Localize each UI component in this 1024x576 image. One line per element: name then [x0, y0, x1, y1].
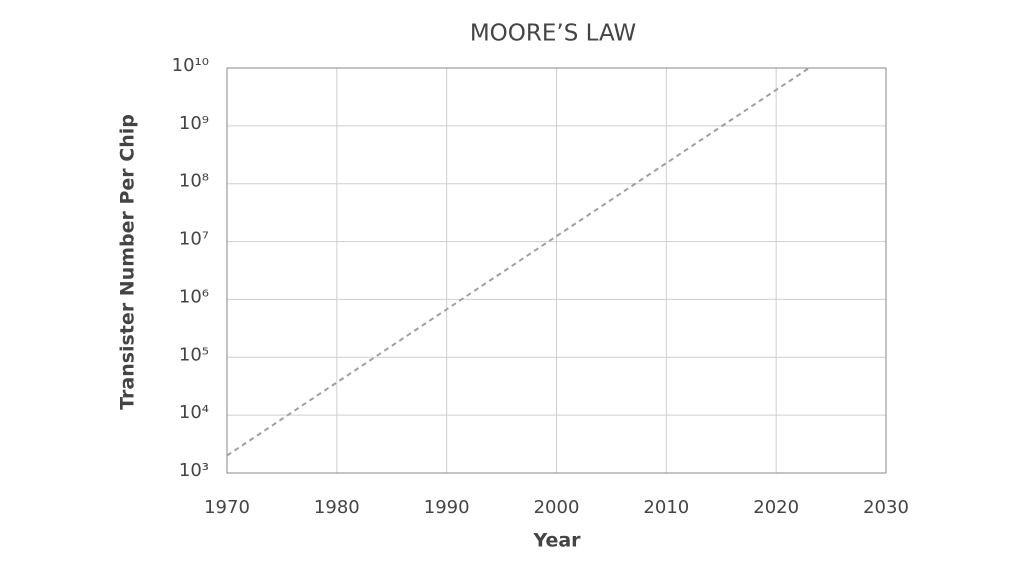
x-tick-label: 2030 [863, 497, 909, 518]
y-tick-label: 10⁴ [179, 402, 209, 423]
x-tick-label: 2000 [534, 497, 580, 518]
x-tick-label: 1980 [314, 497, 360, 518]
x-tick-label: 2020 [753, 497, 799, 518]
y-tick-label: 10¹⁰ [172, 55, 209, 76]
x-tick-label: 2010 [643, 497, 689, 518]
y-tick-label: 10³ [179, 460, 209, 481]
x-tick-label: 1970 [204, 497, 250, 518]
x-axis-label: Year [532, 530, 581, 552]
y-tick-label: 10⁷ [179, 229, 209, 250]
y-axis-label: Transister Number Per Chip [117, 114, 139, 410]
y-tick-label: 10⁹ [179, 113, 209, 134]
plot-frame [226, 67, 887, 474]
x-tick-label: 1990 [424, 497, 470, 518]
chart-title: MOORE’S LAW [470, 21, 636, 47]
y-tick-label: 10⁵ [179, 344, 209, 365]
y-tick-label: 10⁸ [179, 171, 209, 192]
y-tick-label: 10⁶ [179, 286, 209, 307]
